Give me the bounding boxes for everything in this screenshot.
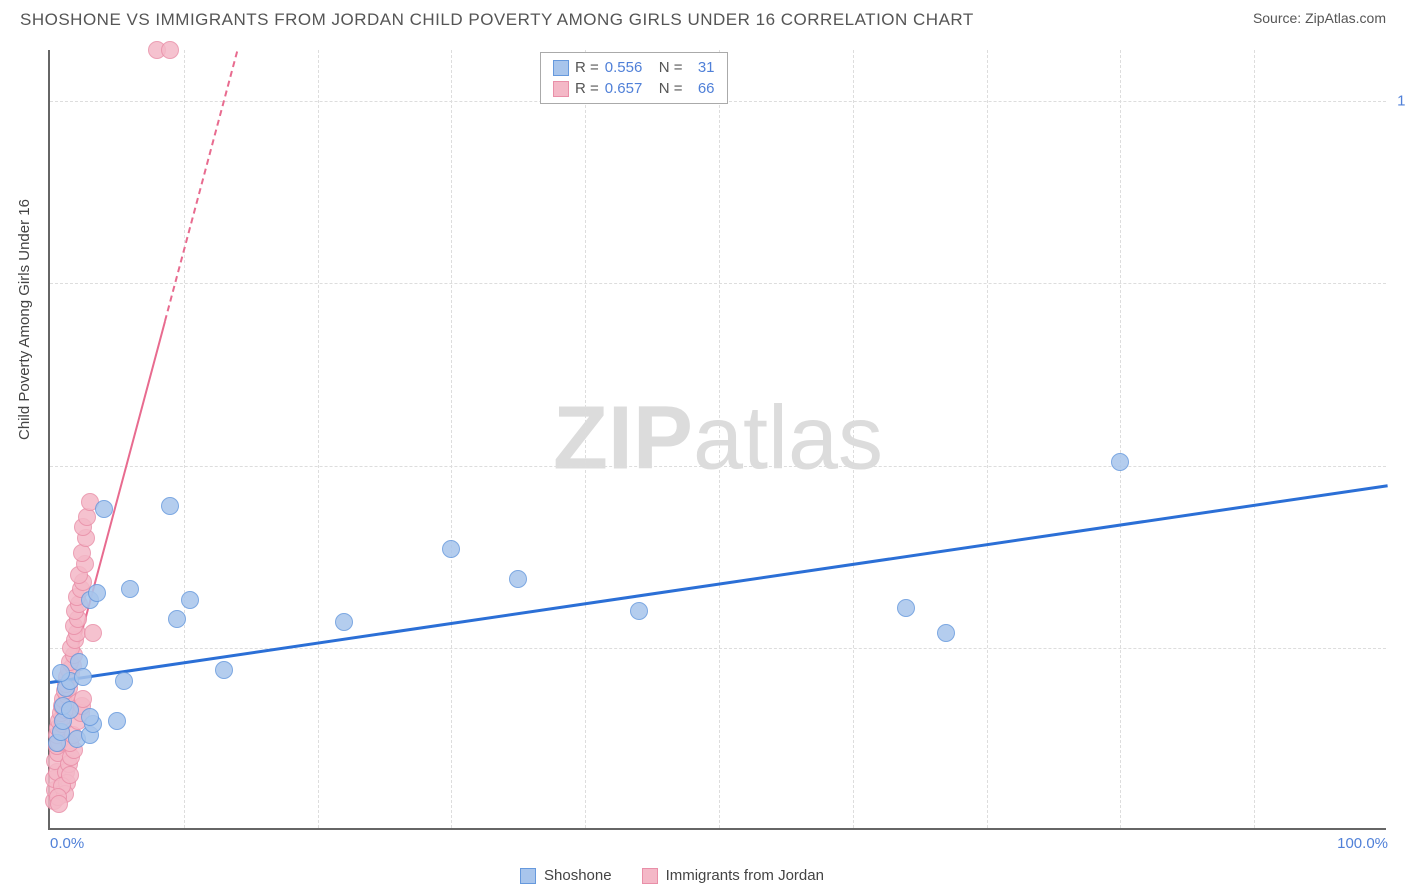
legend-swatch (642, 868, 658, 884)
gridline-horizontal (50, 283, 1386, 284)
legend-swatch (553, 60, 569, 76)
legend-series-label: Shoshone (544, 867, 612, 884)
data-point[interactable] (509, 570, 527, 588)
series-legend: Shoshone Immigrants from Jordan (520, 867, 824, 884)
data-point[interactable] (61, 766, 79, 784)
data-point[interactable] (937, 624, 955, 642)
data-point[interactable] (115, 672, 133, 690)
data-point[interactable] (121, 580, 139, 598)
gridline-vertical (1120, 50, 1121, 828)
legend-correlation-row: R =0.556N =31 (553, 57, 715, 78)
legend-series-label: Immigrants from Jordan (666, 867, 824, 884)
gridline-vertical (1254, 50, 1255, 828)
legend-series-item[interactable]: Shoshone (520, 867, 612, 884)
gridline-vertical (451, 50, 452, 828)
gridline-vertical (184, 50, 185, 828)
y-tick-label: 100.0% (1397, 93, 1406, 110)
watermark: ZIPatlas (553, 388, 883, 491)
data-point[interactable] (95, 500, 113, 518)
data-point[interactable] (897, 599, 915, 617)
data-point[interactable] (161, 497, 179, 515)
legend-series-item[interactable]: Immigrants from Jordan (642, 867, 824, 884)
gridline-vertical (719, 50, 720, 828)
scatter-chart: ZIPatlas 25.0%50.0%75.0%100.0%0.0%100.0% (48, 50, 1386, 830)
gridline-vertical (853, 50, 854, 828)
data-point[interactable] (442, 540, 460, 558)
chart-title: SHOSHONE VS IMMIGRANTS FROM JORDAN CHILD… (20, 10, 974, 30)
data-point[interactable] (168, 610, 186, 628)
data-point[interactable] (50, 795, 68, 813)
legend-swatch (553, 81, 569, 97)
data-point[interactable] (84, 624, 102, 642)
data-point[interactable] (215, 661, 233, 679)
gridline-horizontal (50, 648, 1386, 649)
x-tick-label: 100.0% (1337, 835, 1388, 852)
data-point[interactable] (161, 41, 179, 59)
data-point[interactable] (630, 602, 648, 620)
data-point[interactable] (181, 591, 199, 609)
data-point[interactable] (88, 584, 106, 602)
data-point[interactable] (1111, 453, 1129, 471)
x-tick-label: 0.0% (50, 835, 84, 852)
gridline-vertical (318, 50, 319, 828)
legend-correlation-row: R =0.657N =66 (553, 78, 715, 99)
data-point[interactable] (81, 708, 99, 726)
y-axis-title: Child Poverty Among Girls Under 16 (16, 199, 33, 440)
gridline-vertical (585, 50, 586, 828)
legend-swatch (520, 868, 536, 884)
source-attribution: Source: ZipAtlas.com (1253, 10, 1386, 26)
gridline-vertical (987, 50, 988, 828)
data-point[interactable] (61, 701, 79, 719)
trend-line (164, 51, 238, 321)
gridline-horizontal (50, 466, 1386, 467)
data-point[interactable] (52, 664, 70, 682)
data-point[interactable] (108, 712, 126, 730)
data-point[interactable] (335, 613, 353, 631)
correlation-legend: R =0.556N =31R =0.657N =66 (540, 52, 728, 104)
data-point[interactable] (74, 668, 92, 686)
